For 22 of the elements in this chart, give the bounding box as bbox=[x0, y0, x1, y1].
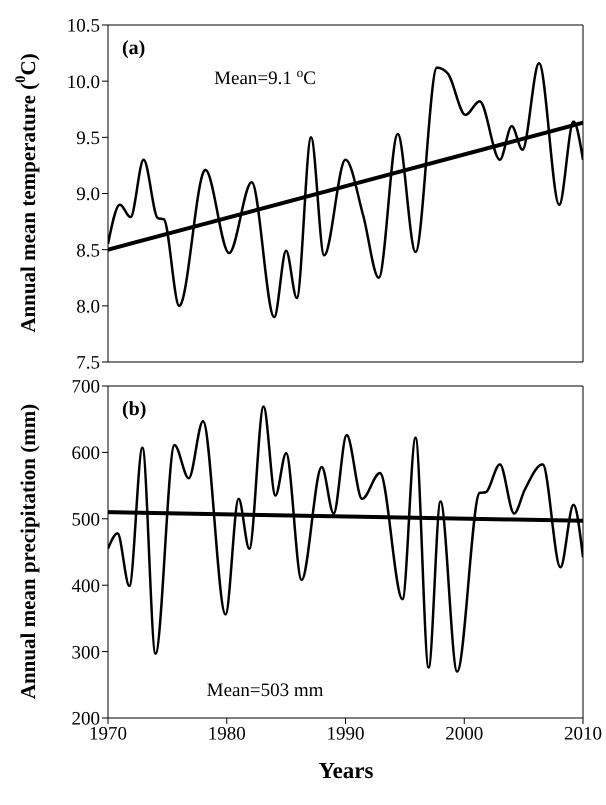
x-tick-label: 1990 bbox=[326, 723, 364, 744]
annotation: Mean=503 mm bbox=[206, 680, 324, 701]
x-tick-label: 1980 bbox=[208, 723, 246, 744]
y-tick-label: 9.5 bbox=[76, 128, 100, 150]
y-tick-label: 9.0 bbox=[76, 184, 100, 206]
x-tick-label: 2000 bbox=[445, 723, 484, 744]
y-tick-label: 700 bbox=[72, 376, 100, 398]
y-tick-label: 600 bbox=[72, 443, 100, 464]
annotation: Mean=9.1 $^{o}$C bbox=[214, 64, 316, 89]
y-tick-label: 7.5 bbox=[76, 352, 100, 374]
y-axis-title: Annual mean precipitation (mm) bbox=[16, 404, 40, 700]
y-tick-label: 300 bbox=[72, 642, 100, 664]
x-tick-label: 2010 bbox=[564, 723, 602, 744]
y-tick-label: 8.5 bbox=[76, 240, 100, 262]
y-tick-label: 10.0 bbox=[66, 72, 100, 93]
y-tick-label: 500 bbox=[72, 510, 100, 531]
y-tick-label: 8.0 bbox=[76, 296, 100, 318]
annotation: (a) bbox=[122, 37, 146, 59]
annotation: (b) bbox=[122, 398, 146, 420]
y-tick-label: 400 bbox=[72, 576, 100, 597]
y-tick-label: 10.5 bbox=[66, 16, 100, 37]
x-axis-title: Years bbox=[318, 758, 374, 783]
